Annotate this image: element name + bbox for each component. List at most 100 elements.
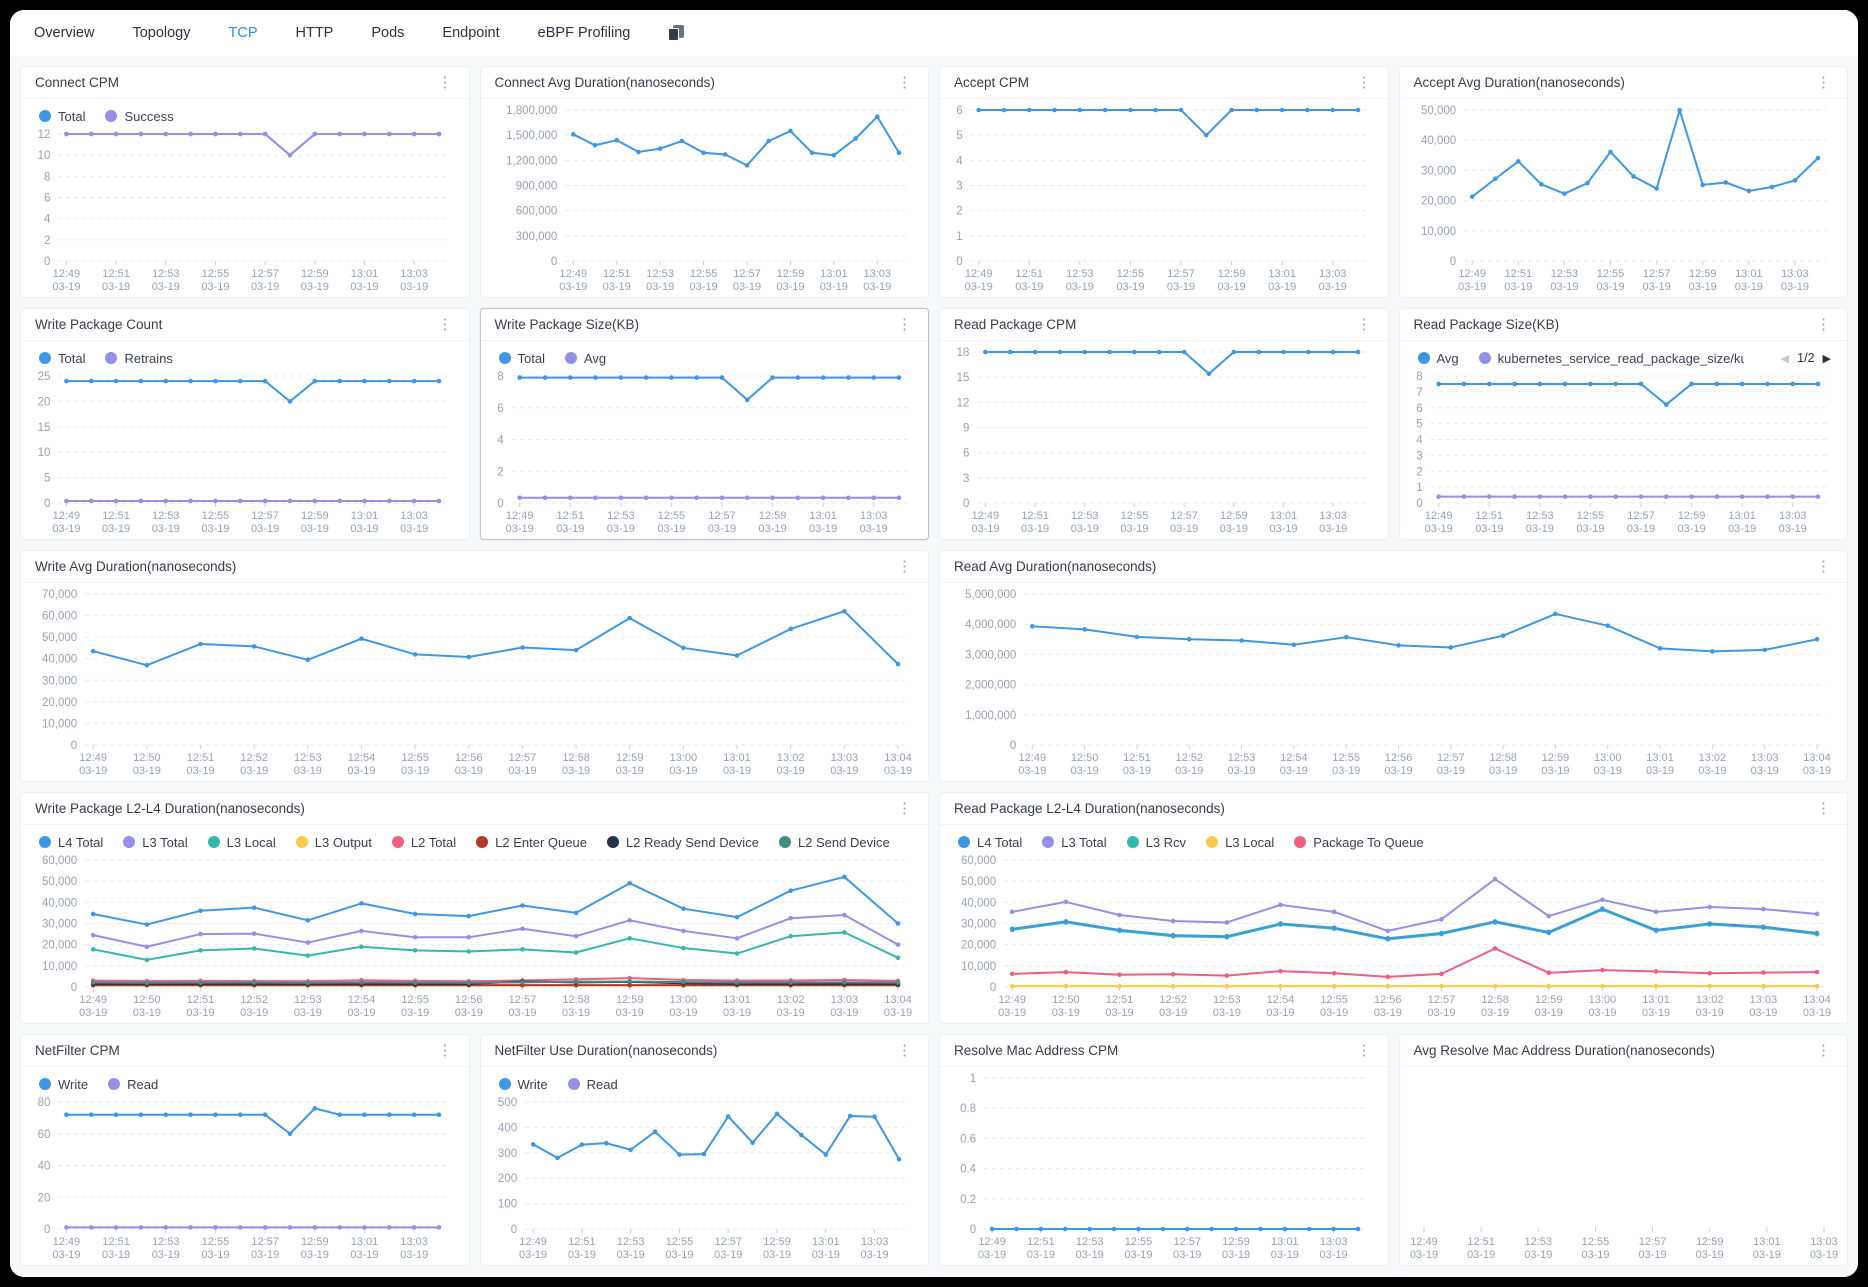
chart-area[interactable]: 18 15 12 9 6 3 0 12:49 03-19 12:51 03-19 12:53 03-19… — [948, 344, 1380, 537]
tab-topology[interactable]: Topology — [132, 25, 191, 41]
panel-menu-icon[interactable]: ⋮ — [1816, 316, 1831, 333]
svg-text:03-19: 03-19 — [1642, 1007, 1670, 1019]
chart-legend: Total Retrains — [29, 344, 461, 368]
legend-item-l4-total[interactable]: L4 Total — [958, 835, 1022, 850]
svg-text:12:55: 12:55 — [657, 510, 685, 522]
svg-text:03-19: 03-19 — [1525, 523, 1553, 535]
legend-item-kubernetes-service-read-package-size-kub[interactable]: kubernetes_service_read_package_size/kub… — [1478, 351, 1744, 366]
legend-item-l3-output[interactable]: L3 Output — [295, 835, 372, 850]
svg-text:03-19: 03-19 — [1752, 1249, 1780, 1261]
legend-item-total[interactable]: Total — [39, 351, 85, 366]
chart-area[interactable]: 60,000 50,000 40,000 30,000 20,000 10,000 0 12:… — [948, 852, 1839, 1021]
svg-text:03-19: 03-19 — [400, 281, 428, 293]
legend-item-read[interactable]: Read — [108, 1077, 158, 1092]
svg-text:03-19: 03-19 — [347, 1007, 375, 1019]
svg-text:03-19: 03-19 — [251, 1249, 279, 1261]
chart-area[interactable]: 12 10 8 6 4 2 0 12:49 03-19 12:51 03-19 12:53 03-19 1… — [29, 126, 461, 295]
panel-menu-icon[interactable]: ⋮ — [1356, 316, 1372, 333]
svg-text:0: 0 — [71, 982, 77, 994]
legend-item-l3-local[interactable]: L3 Local — [1206, 835, 1274, 850]
legend-item-avg[interactable]: Avg — [1417, 351, 1459, 366]
svg-text:12:49: 12:49 — [978, 1236, 1006, 1248]
panel-menu-icon[interactable]: ⋮ — [897, 74, 912, 91]
panel-menu-icon[interactable]: ⋮ — [1816, 74, 1831, 91]
panel-menu-icon[interactable]: ⋮ — [1356, 1042, 1372, 1059]
svg-text:50,000: 50,000 — [1421, 105, 1456, 117]
legend-item-l2-total[interactable]: L2 Total — [391, 835, 456, 850]
svg-text:03-19: 03-19 — [1175, 765, 1203, 777]
legend-item-l2-enter-queue[interactable]: L2 Enter Queue — [476, 835, 587, 850]
chart-area[interactable]: 1,800,000 1,500,000 1,200,000 900,000 600,00… — [489, 102, 921, 295]
panel-body: 50,000 40,000 30,000 20,000 10,000 0 12:49 03-1… — [1400, 99, 1848, 297]
panel-menu-icon[interactable]: ⋮ — [1816, 558, 1831, 575]
legend-item-package-to-queue[interactable]: Package To Queue — [1294, 835, 1424, 850]
legend-item-l3-total[interactable]: L3 Total — [1042, 835, 1107, 850]
panel-menu-icon[interactable]: ⋮ — [437, 74, 453, 91]
tab-overview[interactable]: Overview — [34, 25, 95, 41]
svg-text:12:59: 12:59 — [1222, 1236, 1250, 1248]
chart-area[interactable]: 5,000,000 4,000,000 3,000,000 2,000,000 1,00… — [948, 586, 1839, 779]
svg-text:12:49: 12:49 — [965, 268, 993, 280]
legend-item-l3-rcv[interactable]: L3 Rcv — [1126, 835, 1186, 850]
pager-prev-icon[interactable]: ◀ — [1780, 352, 1790, 365]
chart-svg: 654321012:4903-1912:5103-1912:5303-1912:… — [956, 105, 1366, 293]
chart-area[interactable]: 70,000 60,000 50,000 40,000 30,000 20,000 10,0… — [29, 586, 920, 779]
chart-area[interactable]: 8 7 6 5 4 3 2 1 0 12:49 03-19 12:51 03-19 12:53 03-19 1… — [1408, 368, 1840, 537]
svg-text:03-19: 03-19 — [152, 523, 180, 535]
chart-area[interactable]: 6 5 4 3 2 1 0 12:49 03-19 12:51 03-19 12:53 03-19 12:… — [948, 102, 1380, 295]
svg-text:03-19: 03-19 — [1688, 281, 1716, 293]
panel-menu-icon[interactable]: ⋮ — [897, 800, 912, 817]
chart-area[interactable]: 1 0.8 0.6 0.4 0.2 0 12:49 03-19 12:51 03-19 12:53 0… — [948, 1070, 1380, 1263]
svg-text:03-19: 03-19 — [152, 281, 180, 293]
panel-menu-icon[interactable]: ⋮ — [1356, 74, 1372, 91]
panel-title: Write Package Size(KB) — [494, 317, 640, 332]
chart-area[interactable]: 12:49 03-19 12:51 03-19 12:53 03-19 12:55 03-19… — [1408, 1070, 1840, 1263]
tab-tcp[interactable]: TCP — [228, 25, 258, 41]
legend-item-write[interactable]: Write — [39, 1077, 88, 1092]
svg-text:03-19: 03-19 — [657, 523, 685, 535]
panel-title: Read Package L2-L4 Duration(nanoseconds) — [954, 801, 1225, 816]
copy-icon[interactable] — [668, 24, 685, 42]
legend-item-l3-local[interactable]: L3 Local — [207, 835, 276, 850]
pager-next-icon[interactable]: ▶ — [1822, 352, 1831, 365]
svg-text:03-19: 03-19 — [1266, 1007, 1294, 1019]
tab-ebpf-profiling[interactable]: eBPF Profiling — [537, 25, 631, 41]
legend-item-retrains[interactable]: Retrains — [105, 351, 173, 366]
legend-dot — [498, 352, 511, 364]
tab-http[interactable]: HTTP — [295, 25, 334, 41]
legend-item-l2-send-device[interactable]: L2 Send Device — [778, 835, 890, 850]
panel-body: L4 Total L3 Total L3 Rcv L3 Local Package To… — [940, 825, 1847, 1023]
svg-text:13:01: 13:01 — [1268, 268, 1296, 280]
legend-item-l3-total[interactable]: L3 Total — [123, 835, 188, 850]
svg-text:03-19: 03-19 — [616, 1249, 644, 1261]
legend-dot — [39, 1078, 51, 1090]
legend-item-l4-total[interactable]: L4 Total — [39, 835, 103, 850]
legend-item-l2-ready-send-device[interactable]: L2 Ready Send Device — [606, 835, 759, 850]
panel-menu-icon[interactable]: ⋮ — [897, 316, 912, 333]
svg-text:03-19: 03-19 — [665, 1249, 693, 1261]
svg-text:03-19: 03-19 — [1071, 523, 1099, 535]
tab-endpoint[interactable]: Endpoint — [442, 25, 500, 41]
panel-menu-icon[interactable]: ⋮ — [437, 1042, 453, 1059]
panel-menu-icon[interactable]: ⋮ — [897, 1042, 912, 1059]
chart-area[interactable]: 80 60 40 20 0 12:49 03-19 12:51 03-19 12:53 03-19 1… — [29, 1094, 461, 1263]
chart-area[interactable]: 60,000 50,000 40,000 30,000 20,000 10,000 0 12:… — [29, 852, 920, 1021]
legend-item-write[interactable]: Write — [498, 1077, 548, 1092]
panel-menu-icon[interactable]: ⋮ — [897, 558, 912, 575]
chart-area[interactable]: 50,000 40,000 30,000 20,000 10,000 0 12:49 03-1… — [1408, 102, 1840, 295]
panel-menu-icon[interactable]: ⋮ — [1816, 800, 1831, 817]
svg-text:12:54: 12:54 — [1280, 752, 1308, 764]
chart-area[interactable]: 25 20 15 10 5 0 12:49 03-19 12:51 03-19 12:53 03-19… — [29, 368, 461, 537]
chart-area[interactable]: 8 6 4 2 0 12:49 03-19 12:51 03-19 12:53 03-19 12:55… — [489, 368, 921, 537]
legend-item-total[interactable]: Total — [39, 109, 85, 124]
legend-item-avg[interactable]: Avg — [564, 351, 606, 366]
legend-item-read[interactable]: Read — [567, 1077, 618, 1092]
svg-text:12:57: 12:57 — [1627, 510, 1655, 522]
tab-pods[interactable]: Pods — [371, 25, 405, 41]
svg-text:0: 0 — [963, 498, 969, 510]
chart-area[interactable]: 500 400 300 200 100 0 12:49 03-19 12:51 03-19 12:5… — [489, 1094, 921, 1263]
panel-menu-icon[interactable]: ⋮ — [437, 316, 453, 333]
legend-item-success[interactable]: Success — [105, 109, 174, 124]
legend-item-total[interactable]: Total — [498, 351, 545, 366]
panel-menu-icon[interactable]: ⋮ — [1816, 1042, 1831, 1059]
